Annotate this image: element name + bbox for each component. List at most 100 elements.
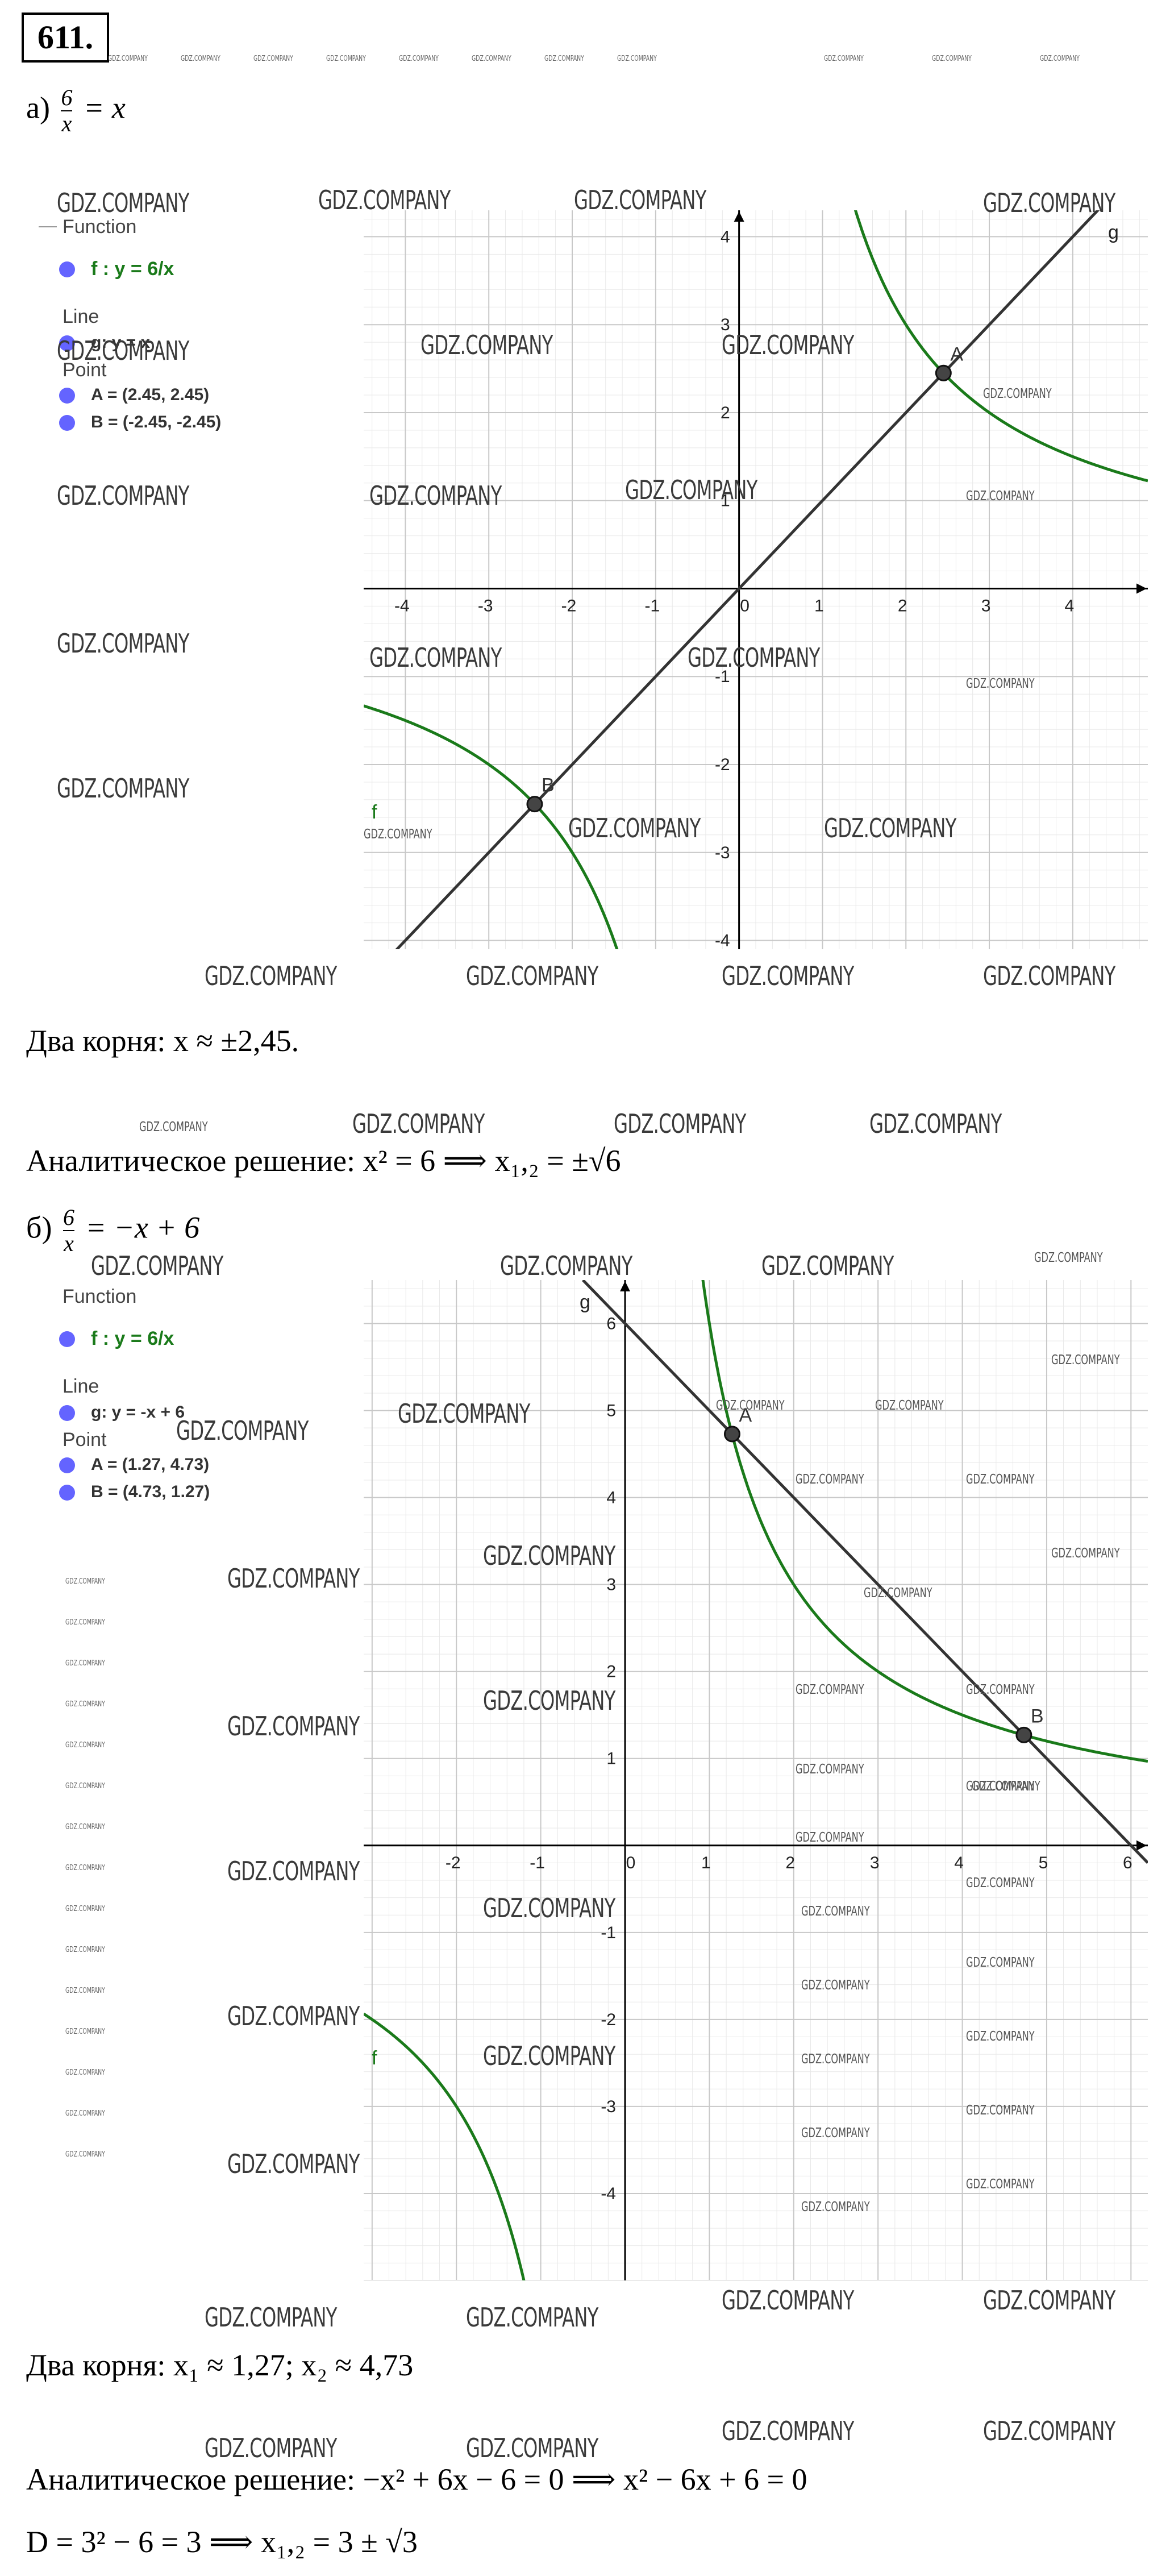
x-tick-label: 6 (1123, 1854, 1132, 1872)
series-g-label: g (580, 1291, 590, 1313)
watermark: GDZ.COMPANY (65, 1905, 105, 1913)
y-tick-label: -3 (601, 2097, 616, 2116)
y-tick-label: 6 (606, 1315, 616, 1333)
algebra-panel-b: Function f : y = 6/x Line g: y = -x + 6 … (34, 1286, 352, 1524)
line-group-label: Line (63, 306, 99, 327)
watermark: GDZ.COMPANY (614, 1108, 746, 1139)
series-f-branch (701, 1280, 1148, 1763)
function-group-label: Function (63, 216, 137, 238)
watermark: GDZ.COMPANY (932, 55, 972, 63)
x-tick-label: 1 (814, 596, 824, 615)
x-tick-label: 3 (981, 596, 991, 615)
watermark: GDZ.COMPANY (472, 55, 511, 63)
point-a (723, 1426, 740, 1443)
y-tick-label: 3 (606, 1576, 616, 1594)
y-tick-label: 2 (606, 1663, 616, 1681)
watermark: GDZ.COMPANY (466, 2302, 598, 2333)
watermark: GDZ.COMPANY (983, 2416, 1115, 2446)
x-tick-label: 2 (785, 1854, 795, 1872)
point-group-label: Point (63, 1429, 107, 1451)
part-a-analytic: Аналитическое решение: x² = 6 ⟹ x₁,₂ = ±… (26, 1144, 621, 1178)
point-b (526, 796, 543, 813)
x-tick-label: 3 (870, 1854, 880, 1872)
line-group-label: Line (63, 1376, 99, 1397)
watermark: GDZ.COMPANY (205, 961, 337, 991)
point-a-item[interactable]: A = (1.27, 4.73) (91, 1455, 210, 1474)
part-b-discriminant: D = 3² − 6 = 3 ⟹ x₁,₂ = 3 ± √3 (26, 2525, 418, 2559)
x-tick-label: -2 (445, 1854, 461, 1872)
y-tick-label: -2 (715, 755, 730, 774)
series-g-line (395, 210, 1100, 949)
part-b-answer: Два корня: x₁ ≈ 1,27; x₂ ≈ 4,73 (26, 2348, 414, 2382)
watermark: GDZ.COMPANY (65, 1659, 105, 1668)
point-a-toggle[interactable] (59, 1457, 75, 1473)
watermark: GDZ.COMPANY (227, 1711, 360, 1742)
x-tick-label: 4 (1065, 596, 1075, 615)
point-b-item[interactable]: B = (4.73, 1.27) (91, 1482, 210, 1501)
function-group-label: Function (63, 1286, 137, 1307)
point-b (1015, 1726, 1032, 1743)
x-tick-label: 4 (954, 1854, 964, 1872)
point-group-label: Point (63, 359, 107, 381)
watermark: GDZ.COMPANY (57, 480, 189, 511)
problem-number: 611. (22, 13, 109, 63)
watermark: GDZ.COMPANY (399, 55, 439, 63)
watermark: GDZ.COMPANY (65, 1864, 105, 1872)
function-visibility-toggle[interactable] (59, 1331, 75, 1347)
watermark: GDZ.COMPANY (869, 1108, 1002, 1139)
y-tick-label: -1 (601, 1923, 616, 1942)
watermark: GDZ.COMPANY (65, 2109, 105, 2118)
y-tick-label: 5 (606, 1402, 616, 1420)
part-b-analytic: Аналитическое решение: −x² + 6x − 6 = 0 … (26, 2462, 807, 2496)
y-tick-label: 1 (721, 492, 730, 510)
x-tick-label: 0 (626, 1854, 636, 1872)
line-item[interactable]: g: y = -x + 6 (91, 1403, 185, 1422)
watermark: GDZ.COMPANY (466, 2433, 598, 2463)
x-tick-label: 0 (740, 596, 750, 615)
point-a-item[interactable]: A = (2.45, 2.45) (91, 385, 210, 404)
series-f-branch (364, 704, 619, 949)
function-visibility-toggle[interactable] (59, 261, 75, 277)
series-g-label: g (1108, 222, 1119, 243)
watermark: GDZ.COMPANY (65, 1700, 105, 1709)
watermark: GDZ.COMPANY (181, 55, 220, 63)
watermark: GDZ.COMPANY (722, 2416, 854, 2446)
series-g-line (582, 1280, 1148, 1864)
y-tick-label: 4 (606, 1489, 616, 1507)
watermark: GDZ.COMPANY (65, 1618, 105, 1627)
watermark: GDZ.COMPANY (722, 961, 854, 991)
y-tick-label: 2 (721, 404, 730, 422)
y-axis-arrow (734, 211, 744, 222)
line-item[interactable]: g: y = x (91, 333, 151, 352)
y-tick-label: -2 (601, 2010, 616, 2029)
x-tick-label: -2 (561, 596, 577, 615)
x-tick-label: -1 (644, 596, 660, 615)
point-label-a: A (950, 343, 963, 365)
y-axis-arrow (620, 1281, 630, 1291)
point-label-b: B (542, 775, 555, 796)
point-a-toggle[interactable] (59, 388, 75, 404)
y-tick-label: -4 (601, 2184, 616, 2203)
watermark: GDZ.COMPANY (57, 188, 189, 218)
line-visibility-toggle[interactable] (59, 335, 75, 351)
point-b-item[interactable]: B = (-2.45, -2.45) (91, 413, 222, 431)
point-b-toggle[interactable] (59, 1485, 75, 1501)
x-tick-label: 2 (898, 596, 907, 615)
watermark: GDZ.COMPANY (65, 2027, 105, 2036)
point-b-toggle[interactable] (59, 415, 75, 431)
graph-b: -2 -1 0 1 2 3 4 5 6 -4 -3 -2 -1 1 2 3 4 5 6 f g A B (364, 1280, 1148, 2280)
watermark: GDZ.COMPANY (65, 1987, 105, 1995)
x-tick-label: -1 (530, 1854, 545, 1872)
x-axis-arrow (1136, 583, 1147, 594)
graph-a: -4 -3 -2 -1 0 1 2 3 4 -4 -3 -2 -1 1 2 3 4 f g A B (364, 210, 1148, 949)
function-item[interactable]: f : y = 6/x (91, 1328, 174, 1349)
x-tick-label: -4 (394, 596, 410, 615)
function-item[interactable]: f : y = 6/x (91, 258, 174, 280)
part-a-label: а) (26, 90, 50, 125)
point-a (935, 364, 952, 381)
line-visibility-toggle[interactable] (59, 1405, 75, 1421)
y-tick-label: 4 (721, 227, 730, 246)
point-label-a: A (739, 1405, 752, 1426)
watermark: GDZ.COMPANY (227, 2001, 360, 2031)
